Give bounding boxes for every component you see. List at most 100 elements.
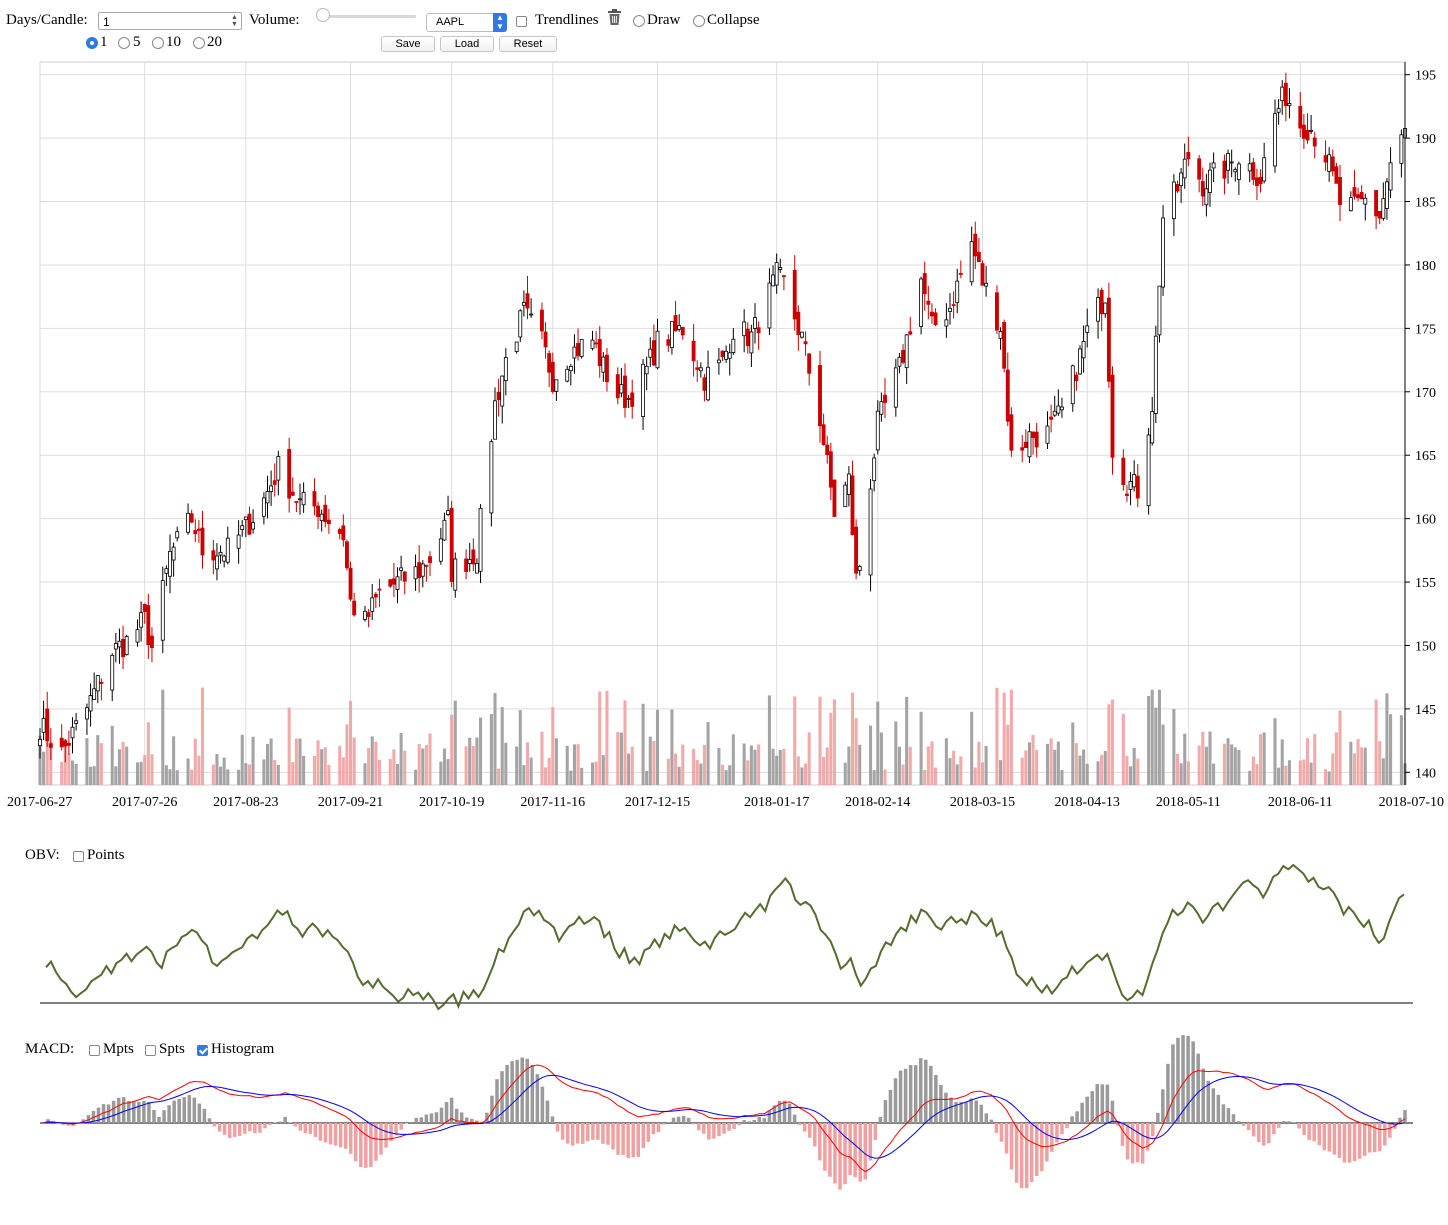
- volume-bar: [479, 717, 483, 785]
- load-button[interactable]: Load: [440, 36, 494, 52]
- macd-histogram-bar: [212, 1123, 217, 1127]
- volume-bar: [1230, 744, 1234, 785]
- volume-bar: [497, 768, 501, 785]
- volume-bar: [518, 710, 522, 785]
- candle-radio-1[interactable]: [86, 37, 98, 49]
- candlesticks[interactable]: [38, 72, 1407, 763]
- volume-bar: [121, 741, 125, 785]
- candle-down: [1186, 152, 1191, 160]
- macd-histogram-bar: [767, 1110, 772, 1123]
- macd-histogram-checkbox[interactable]: [197, 1045, 208, 1056]
- volume-bar: [1009, 689, 1013, 785]
- candle-up: [236, 534, 241, 549]
- stepper-icon[interactable]: ▲ ▼: [231, 14, 238, 28]
- candle-down: [695, 367, 700, 370]
- volume-bar: [627, 753, 631, 785]
- macd-histogram-bar: [1362, 1123, 1367, 1156]
- candle-down: [792, 269, 797, 320]
- macd-mpts-checkbox[interactable]: [89, 1045, 100, 1056]
- candle-up: [1348, 197, 1353, 212]
- volume-bar: [1284, 765, 1288, 785]
- volume-bar: [1334, 732, 1338, 785]
- volume-bar: [99, 743, 103, 785]
- macd-histogram-bar: [1004, 1123, 1009, 1154]
- macd-histogram-bar: [752, 1119, 757, 1123]
- candle-down: [142, 604, 147, 612]
- candle-up: [88, 695, 93, 712]
- candle-down: [525, 293, 530, 309]
- macd-histogram-bar: [116, 1097, 121, 1123]
- candle-up: [475, 562, 479, 574]
- volume-bar: [1161, 724, 1165, 785]
- volume-bar: [49, 741, 53, 785]
- volume-slider-handle[interactable]: [316, 8, 330, 22]
- candle-up: [565, 368, 570, 382]
- trash-icon[interactable]: [607, 9, 622, 26]
- candle-radio-5[interactable]: [118, 37, 130, 49]
- macd-histogram-bar: [1282, 1121, 1286, 1123]
- candle-up: [1179, 172, 1184, 187]
- candle-down: [933, 312, 938, 325]
- macd-spts-checkbox[interactable]: [145, 1045, 156, 1056]
- macd-histogram-bar: [162, 1110, 166, 1123]
- collapse-radio[interactable]: [693, 15, 705, 27]
- candle-down: [1200, 181, 1205, 197]
- symbol-select[interactable]: AAPL ▲ ▼: [426, 13, 507, 32]
- volume-bar: [955, 764, 959, 785]
- macd-histogram-bar: [984, 1113, 989, 1123]
- volume-bar: [471, 746, 475, 785]
- candle-down: [1338, 177, 1342, 205]
- macd-histogram-bar: [525, 1058, 530, 1123]
- macd-histogram-bar: [575, 1123, 580, 1144]
- macd-histogram-bar: [1166, 1063, 1170, 1123]
- candle-up: [175, 531, 180, 539]
- volume-bar: [1309, 762, 1313, 785]
- candle-down: [576, 342, 580, 357]
- macd-histogram-bar: [1241, 1123, 1246, 1126]
- macd-histogram-bar: [1176, 1037, 1180, 1123]
- macd-histogram-bar: [1156, 1112, 1160, 1123]
- volume-bar: [883, 769, 887, 785]
- candle-up: [948, 307, 952, 312]
- date-tick-label: 2018-06-11: [1268, 795, 1333, 810]
- draw-radio[interactable]: [633, 15, 645, 27]
- volume-bar: [338, 745, 342, 785]
- candle-up: [395, 576, 400, 590]
- volume-bar: [1237, 749, 1241, 785]
- candle-up: [1236, 163, 1241, 180]
- candle-radio-20[interactable]: [193, 37, 205, 49]
- volume-bar: [999, 760, 1003, 785]
- macd-histogram-bar: [1307, 1123, 1311, 1140]
- candle-down: [803, 341, 808, 345]
- macd-histogram-bar: [828, 1123, 832, 1177]
- volume-bar: [959, 756, 963, 785]
- candle-up: [1247, 163, 1252, 172]
- candle-down: [597, 339, 602, 367]
- candle-up: [265, 491, 270, 504]
- macd-histogram-bar: [227, 1123, 232, 1138]
- candle-down: [980, 263, 985, 286]
- candle-down: [901, 349, 905, 363]
- trendlines-checkbox[interactable]: [516, 16, 527, 27]
- macd-histogram-bar: [167, 1105, 171, 1123]
- days-per-candle-input[interactable]: 1 ▲ ▼: [98, 12, 242, 30]
- volume-bar: [930, 741, 934, 785]
- price-tick-label: 195: [1415, 69, 1436, 84]
- volume-bar: [1056, 741, 1060, 785]
- macd-histogram-bar: [868, 1123, 873, 1161]
- candle-down: [825, 444, 830, 455]
- candle-up: [716, 359, 721, 364]
- macd-label: MACD:: [25, 1041, 75, 1057]
- reset-button[interactable]: Reset: [499, 36, 557, 52]
- candle-radio-10[interactable]: [152, 37, 164, 49]
- macd-histogram-bar: [1272, 1123, 1276, 1134]
- candle-up: [446, 510, 450, 516]
- candle-up: [843, 484, 848, 508]
- volume-bar: [226, 769, 230, 785]
- volume-slider-track[interactable]: [318, 15, 416, 18]
- obv-points-checkbox[interactable]: [73, 851, 84, 862]
- price-tick-label: 155: [1415, 576, 1436, 591]
- save-button[interactable]: Save: [381, 36, 435, 52]
- macd-histogram-bar: [1231, 1114, 1236, 1123]
